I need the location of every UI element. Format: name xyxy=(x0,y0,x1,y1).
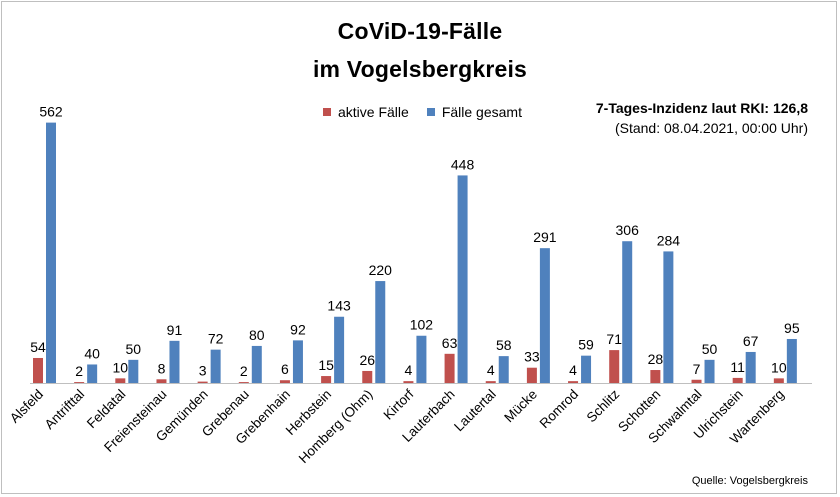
data-label-active: 10 xyxy=(771,359,787,375)
bar-active xyxy=(279,380,290,383)
bar-total xyxy=(581,355,592,383)
data-label-active: 6 xyxy=(281,361,289,377)
data-label-total: 50 xyxy=(702,341,718,357)
source-note: Quelle: Vogelsbergkreis xyxy=(691,475,808,487)
bar-total xyxy=(169,340,180,383)
bar-active xyxy=(115,378,126,383)
bar-total xyxy=(539,248,550,383)
bar-total xyxy=(704,359,715,383)
bar-total xyxy=(251,345,262,383)
data-label-total: 92 xyxy=(290,321,306,337)
data-label-active: 54 xyxy=(30,339,46,355)
x-tick-label: Kirtorf xyxy=(380,386,416,422)
data-label-active: 26 xyxy=(359,352,375,368)
bar-active xyxy=(568,381,579,383)
bar-total xyxy=(46,122,56,384)
data-label-active: 10 xyxy=(113,359,129,375)
data-label-total: 291 xyxy=(533,229,557,245)
bar-total xyxy=(292,340,303,383)
x-tick-label: Romrod xyxy=(537,387,582,432)
bar-total xyxy=(457,175,468,383)
bar-total xyxy=(663,251,674,383)
data-label-active: 15 xyxy=(318,357,334,373)
incidence-box: 7-Tages-Inzidenz laut RKI: 126,8 (Stand:… xyxy=(596,100,808,136)
data-label-total: 448 xyxy=(451,156,475,172)
bar-active xyxy=(197,381,208,383)
data-label-total: 562 xyxy=(39,104,63,120)
bar-active xyxy=(33,357,43,383)
data-label-active: 4 xyxy=(487,362,495,378)
data-label-active: 4 xyxy=(569,362,577,378)
bar-active xyxy=(74,382,85,383)
bar-active xyxy=(444,353,455,383)
bar-active xyxy=(691,379,702,383)
bar-total xyxy=(498,356,509,383)
bar-active xyxy=(403,381,414,383)
data-label-total: 91 xyxy=(167,322,183,338)
data-label-active: 7 xyxy=(693,361,701,377)
bar-total xyxy=(745,351,756,383)
bar-total xyxy=(622,241,633,383)
x-tick-label: Antrifttal xyxy=(42,387,88,433)
legend-label-active: aktive Fälle xyxy=(338,104,409,120)
legend-swatch-active xyxy=(323,108,331,116)
incidence-note: (Stand: 08.04.2021, 00:00 Uhr) xyxy=(614,120,808,136)
data-label-total: 40 xyxy=(84,345,100,361)
bar-active xyxy=(156,379,167,383)
data-label-active: 28 xyxy=(648,351,664,367)
bar-active xyxy=(362,370,373,383)
x-tick-label: Lautertal xyxy=(451,387,499,435)
data-label-total: 95 xyxy=(784,320,800,336)
x-tick-label: Schlitz xyxy=(584,386,623,425)
bar-active xyxy=(485,381,496,383)
data-label-total: 102 xyxy=(410,317,434,333)
bar-active xyxy=(609,350,620,383)
data-label-total: 143 xyxy=(327,298,351,314)
bar-total xyxy=(375,281,386,383)
data-label-active: 71 xyxy=(606,331,622,347)
x-tick-label: Homberg (Ohm) xyxy=(296,387,376,467)
data-label-total: 50 xyxy=(126,341,142,357)
data-label-total: 58 xyxy=(496,337,512,353)
bar-active xyxy=(321,376,332,383)
legend-item-total: Fälle gesamt xyxy=(426,104,522,120)
x-tick-label: Alsfeld xyxy=(7,387,46,426)
bar-active xyxy=(650,370,661,383)
bar-total xyxy=(786,338,797,383)
incidence-label: 7-Tages-Inzidenz laut RKI: 126,8 xyxy=(595,100,808,116)
legend-item-active: aktive Fälle xyxy=(323,104,409,120)
data-label-active: 2 xyxy=(240,363,248,379)
chart-title: CoViD-19-Fälle xyxy=(337,18,503,44)
chart-subtitle: im Vogelsbergkreis xyxy=(312,56,528,82)
bar-active xyxy=(238,382,249,383)
bar-total xyxy=(334,316,345,383)
data-label-total: 220 xyxy=(369,262,393,278)
legend: aktive Fälle Fälle gesamt xyxy=(323,104,540,120)
data-label-active: 33 xyxy=(524,349,540,365)
bar-total xyxy=(210,349,221,383)
data-label-total: 59 xyxy=(578,337,594,353)
data-label-active: 3 xyxy=(199,363,207,379)
data-label-total: 306 xyxy=(616,222,640,238)
data-label-active: 11 xyxy=(730,359,745,375)
data-label-total: 80 xyxy=(249,327,265,343)
data-label-total: 284 xyxy=(657,232,681,248)
bar-active xyxy=(526,367,537,383)
bar-active xyxy=(773,378,784,383)
x-tick-label: Mücke xyxy=(501,387,540,426)
bar-active xyxy=(732,377,743,383)
bar-total xyxy=(416,335,427,383)
legend-label-total: Fälle gesamt xyxy=(441,104,522,120)
data-label-active: 63 xyxy=(442,335,458,351)
data-label-active: 8 xyxy=(158,360,166,376)
data-label-total: 67 xyxy=(743,333,759,349)
bar-total xyxy=(128,359,139,383)
data-label-active: 4 xyxy=(405,362,413,378)
data-label-total: 72 xyxy=(208,331,224,347)
legend-swatch-total xyxy=(426,108,435,116)
bar-total xyxy=(87,364,98,383)
data-label-active: 2 xyxy=(75,363,83,379)
